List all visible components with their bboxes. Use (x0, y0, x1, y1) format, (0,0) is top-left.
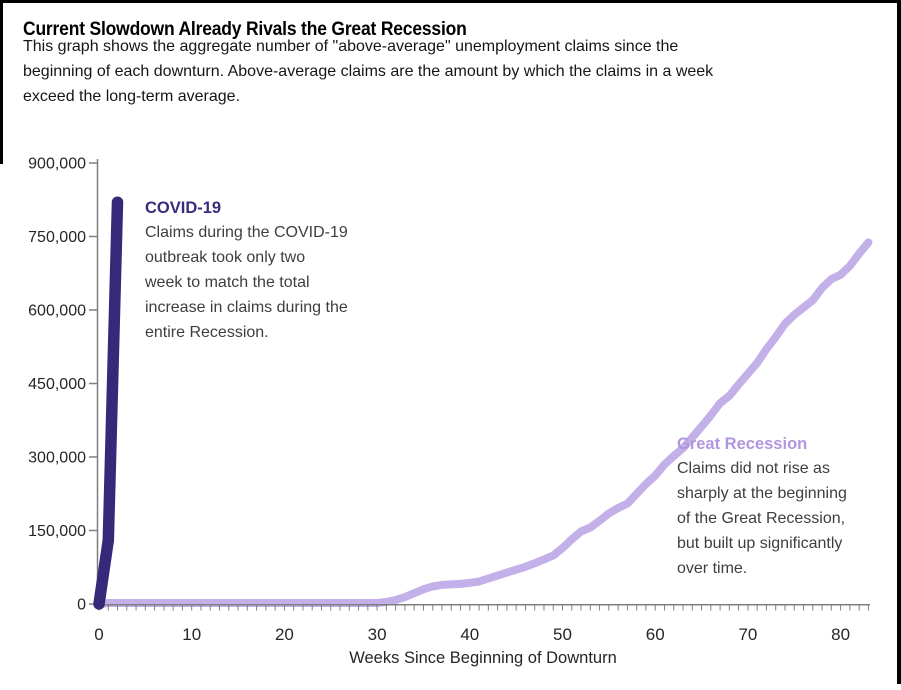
great-recession-annotation-body: Claims did not rise as sharply at the be… (677, 460, 847, 577)
svg-text:900,000: 900,000 (28, 156, 86, 173)
svg-text:0: 0 (94, 625, 103, 644)
svg-text:50: 50 (553, 625, 572, 644)
svg-text:30: 30 (368, 625, 387, 644)
page-title: Current Slowdown Already Rivals the Grea… (23, 18, 467, 40)
covid-annotation-body: Claims during the COVID-19 outbreak took… (145, 224, 348, 341)
svg-text:80: 80 (831, 625, 850, 644)
svg-text:150,000: 150,000 (28, 523, 86, 540)
page-subtitle: This graph shows the aggregate number of… (23, 38, 714, 105)
great-recession-annotation: Great Recession Claims did not rise as s… (677, 435, 847, 581)
svg-text:600,000: 600,000 (28, 303, 86, 320)
frame-border-top (0, 0, 901, 3)
frame-border-right (897, 0, 901, 684)
covid-annotation: COVID-19 Claims during the COVID-19 outb… (145, 199, 348, 345)
svg-text:70: 70 (738, 625, 757, 644)
svg-text:40: 40 (460, 625, 479, 644)
svg-text:450,000: 450,000 (28, 376, 86, 393)
svg-text:20: 20 (275, 625, 294, 644)
svg-text:10: 10 (182, 625, 201, 644)
frame-border-left (0, 0, 3, 164)
great-recession-annotation-title: Great Recession (677, 435, 808, 453)
svg-text:Weeks Since Beginning of Downt: Weeks Since Beginning of Downturn (349, 649, 617, 667)
svg-text:60: 60 (646, 625, 665, 644)
svg-text:300,000: 300,000 (28, 450, 86, 467)
covid-annotation-title: COVID-19 (145, 199, 222, 217)
svg-text:0: 0 (77, 597, 86, 614)
svg-text:750,000: 750,000 (28, 229, 86, 246)
